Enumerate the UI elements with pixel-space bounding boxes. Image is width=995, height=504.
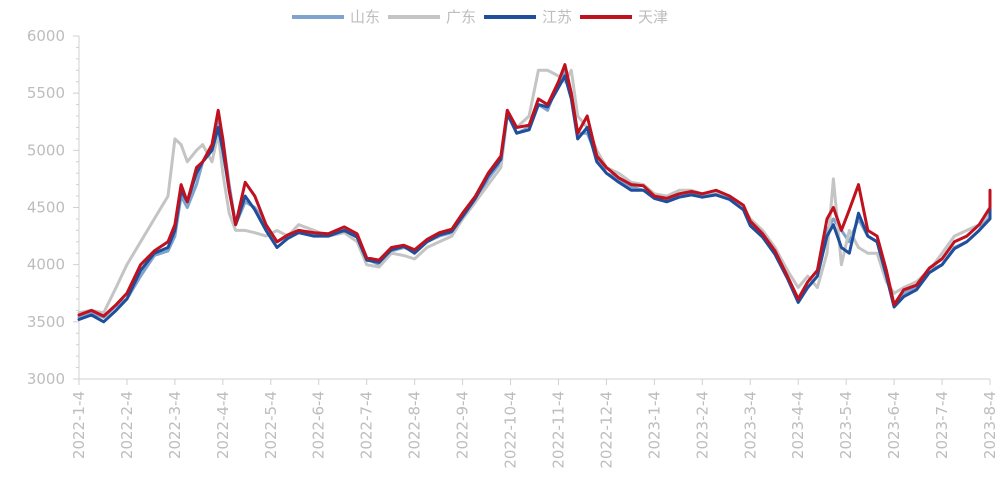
x-tick-label: 2022-10-4 [502, 391, 520, 469]
y-tick-label: 4500 [27, 199, 65, 217]
legend-label: 广东 [446, 8, 476, 26]
x-tick-label: 2022-6-4 [310, 391, 328, 459]
series-line [77, 68, 992, 315]
x-tick-label: 2023-5-4 [837, 391, 855, 459]
y-tick-label: 3500 [27, 313, 65, 331]
y-tick-label: 6000 [27, 27, 65, 45]
x-tick-label: 2022-3-4 [166, 391, 184, 459]
legend-label: 山东 [350, 8, 380, 26]
y-tick-label: 5000 [27, 141, 65, 159]
x-tick-label: 2023-6-4 [885, 391, 903, 459]
y-tick-label: 3000 [27, 370, 65, 388]
x-tick-label: 2022-2-4 [118, 391, 136, 459]
x-tick-label: 2023-3-4 [741, 391, 759, 459]
x-tick-label: 2022-11-4 [549, 391, 567, 469]
x-tick-label: 2022-12-4 [597, 391, 615, 469]
x-tick-label: 2022-5-4 [262, 391, 280, 459]
x-tick-label: 2023-8-4 [981, 391, 995, 459]
x-tick-label: 2022-9-4 [454, 391, 472, 459]
x-tick-label: 2023-7-4 [933, 391, 951, 459]
legend-label: 天津 [638, 8, 668, 26]
y-tick-label: 5500 [27, 84, 65, 102]
x-tick-label: 2023-2-4 [693, 391, 711, 459]
x-tick-label: 2023-4-4 [789, 391, 807, 459]
x-tick-label: 2022-4-4 [214, 391, 232, 459]
x-tick-label: 2022-1-4 [70, 391, 88, 459]
y-tick-label: 4000 [27, 256, 65, 274]
series-line [77, 74, 992, 324]
x-tick-label: 2022-8-4 [406, 391, 424, 459]
x-tick-label: 2022-7-4 [358, 391, 376, 459]
x-tick-label: 2023-1-4 [645, 391, 663, 459]
series-line [77, 63, 992, 318]
legend-label: 江苏 [542, 8, 572, 26]
